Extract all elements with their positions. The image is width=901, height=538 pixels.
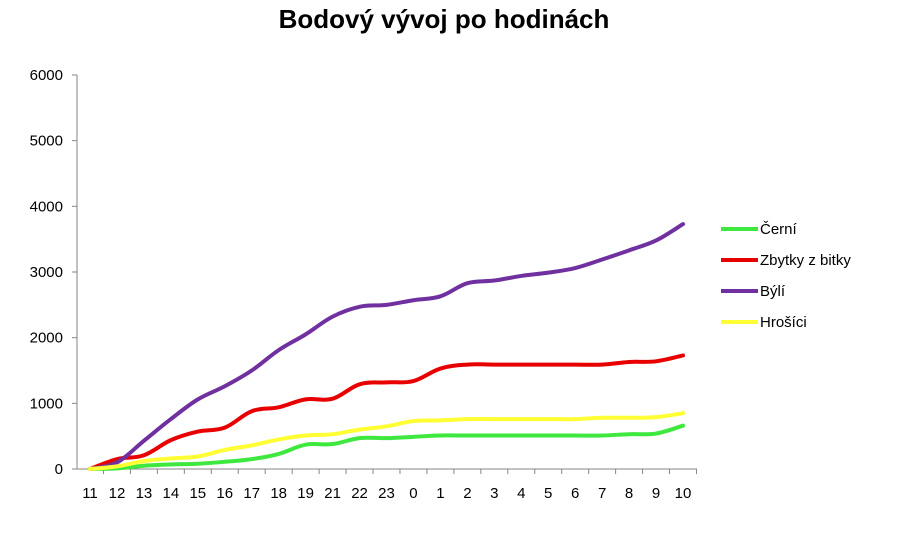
x-tick-label: 8: [625, 485, 633, 502]
y-tick-label: 1000: [30, 395, 63, 412]
x-tick-label: 10: [675, 485, 692, 502]
series-lines: [88, 222, 685, 471]
x-tick-label: 14: [163, 485, 180, 502]
legend-label: Býlí: [760, 283, 786, 300]
x-tick-label: 18: [270, 485, 287, 502]
x-tick-label: 22: [351, 485, 368, 502]
x-tick-label: 2: [463, 485, 471, 502]
x-tick-label: 19: [297, 485, 314, 502]
legend-label: Zbytky z bitky: [760, 252, 851, 269]
y-tick-label: 0: [55, 461, 63, 478]
x-tick-label: 3: [490, 485, 498, 502]
x-tick-label: 17: [243, 485, 260, 502]
x-tick-label: 11: [82, 485, 98, 502]
x-tick-label: 7: [598, 485, 606, 502]
series-line-1: [88, 423, 685, 471]
x-tick-label: 15: [189, 485, 206, 502]
y-tick-label: 2000: [30, 330, 63, 347]
legend-label: Hrošíci: [760, 314, 807, 331]
chart-title: Bodový vývoj po hodinách: [278, 4, 610, 34]
x-tick-label: 9: [652, 485, 660, 502]
legend-label: Černí: [760, 221, 798, 238]
y-tick-label: 6000: [30, 67, 63, 84]
y-tick-label: 3000: [30, 264, 63, 281]
x-tick-label: 6: [571, 485, 579, 502]
x-tick-label: 16: [216, 485, 233, 502]
x-tick-label: 13: [136, 485, 153, 502]
legend: Černí Zbytky z bitky Býlí Hrošíci: [721, 221, 851, 331]
series-line-4: [88, 411, 685, 471]
x-tick-label: 12: [109, 485, 126, 502]
y-tick-label: 4000: [30, 198, 63, 215]
x-tick-label: 1: [436, 485, 444, 502]
x-tick-label: 4: [517, 485, 525, 502]
x-tick-label: 23: [378, 485, 395, 502]
x-tick-label: 0: [409, 485, 417, 502]
y-tick-label: 5000: [30, 133, 63, 150]
series-line-3: [88, 222, 685, 471]
x-tick-label: 5: [544, 485, 552, 502]
x-tick-label: 21: [324, 485, 341, 502]
